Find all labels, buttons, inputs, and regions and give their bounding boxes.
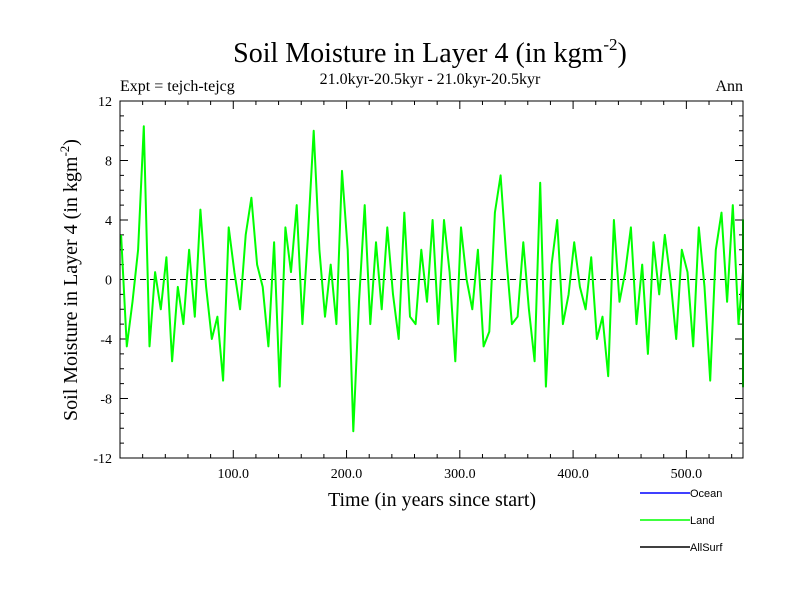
y-axis-label: Soil Moisture in Layer 4 (in kgm-2) bbox=[57, 139, 82, 421]
y-tick-label: 8 bbox=[105, 155, 112, 170]
y-axis-label-main: Soil Moisture in Layer 4 (in kgm bbox=[60, 156, 82, 421]
x-axis-label: Time (in years since start) bbox=[328, 489, 536, 511]
experiment-label: Expt = tejch-tejcg bbox=[120, 78, 235, 95]
season-label: Ann bbox=[715, 78, 743, 95]
chart-subtitle: 21.0kyr-20.5kyr - 21.0kyr-20.5kyr bbox=[320, 71, 541, 88]
axis-tick-labels: 12 8 4 0 -4 -8 -12 100.0 200.0 300.0 400.0 500.0 bbox=[93, 95, 702, 482]
chart-title-main: Soil Moisture in Layer 4 (in kgm bbox=[233, 38, 603, 69]
plot-frame bbox=[119, 100, 744, 459]
chart-title-close: ) bbox=[618, 38, 627, 69]
legend-label-ocean: Ocean bbox=[690, 488, 722, 500]
x-tick-label: 100.0 bbox=[218, 467, 250, 482]
x-tick-label: 300.0 bbox=[444, 467, 476, 482]
legend-label-land: Land bbox=[690, 515, 714, 527]
y-tick-label: -12 bbox=[93, 452, 112, 467]
y-tick-label: 12 bbox=[98, 95, 112, 110]
legend-label-allsurf: AllSurf bbox=[690, 542, 723, 554]
series-line-land bbox=[120, 125, 744, 433]
x-tick-label: 400.0 bbox=[557, 467, 589, 482]
y-axis-label-close: ) bbox=[60, 139, 82, 146]
legend: Ocean Land AllSurf bbox=[640, 488, 723, 554]
y-tick-label: -4 bbox=[100, 333, 112, 348]
y-tick-label: -8 bbox=[100, 393, 112, 408]
series-group bbox=[120, 125, 744, 433]
y-axis-label-sup: -2 bbox=[57, 146, 72, 157]
chart-title-sup: -2 bbox=[603, 35, 617, 54]
x-tick-label: 500.0 bbox=[671, 467, 703, 482]
x-tick-label: 200.0 bbox=[331, 467, 363, 482]
chart-title: Soil Moisture in Layer 4 (in kgm-2) bbox=[233, 35, 627, 69]
y-tick-label: 4 bbox=[105, 214, 112, 229]
y-tick-label: 0 bbox=[105, 274, 112, 289]
